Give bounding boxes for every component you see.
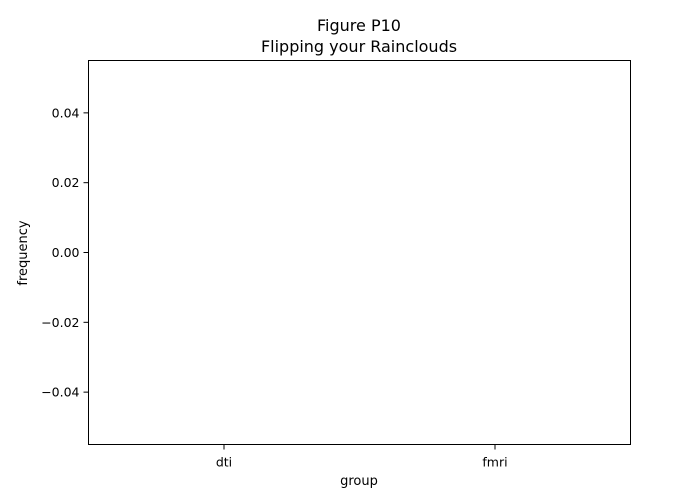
x-tick-label: dti xyxy=(216,455,232,470)
y-tick-label: −0.04 xyxy=(41,385,79,400)
chart-title: Figure P10 xyxy=(317,16,401,35)
y-axis-label: frequency xyxy=(16,220,31,286)
y-tick-label: −0.02 xyxy=(41,315,79,330)
x-tick-label: fmri xyxy=(482,455,507,470)
y-tick-label: 0.04 xyxy=(52,105,80,120)
y-tick-label: 0.00 xyxy=(52,245,80,260)
x-axis-label: group xyxy=(340,474,378,489)
y-tick-label: 0.02 xyxy=(52,175,80,190)
y-axis: 0.04 0.02 0.00 −0.02 −0.04 xyxy=(41,105,89,400)
x-axis: dti fmri xyxy=(216,444,508,470)
chart-subtitle: Flipping your Rainclouds xyxy=(261,37,457,56)
